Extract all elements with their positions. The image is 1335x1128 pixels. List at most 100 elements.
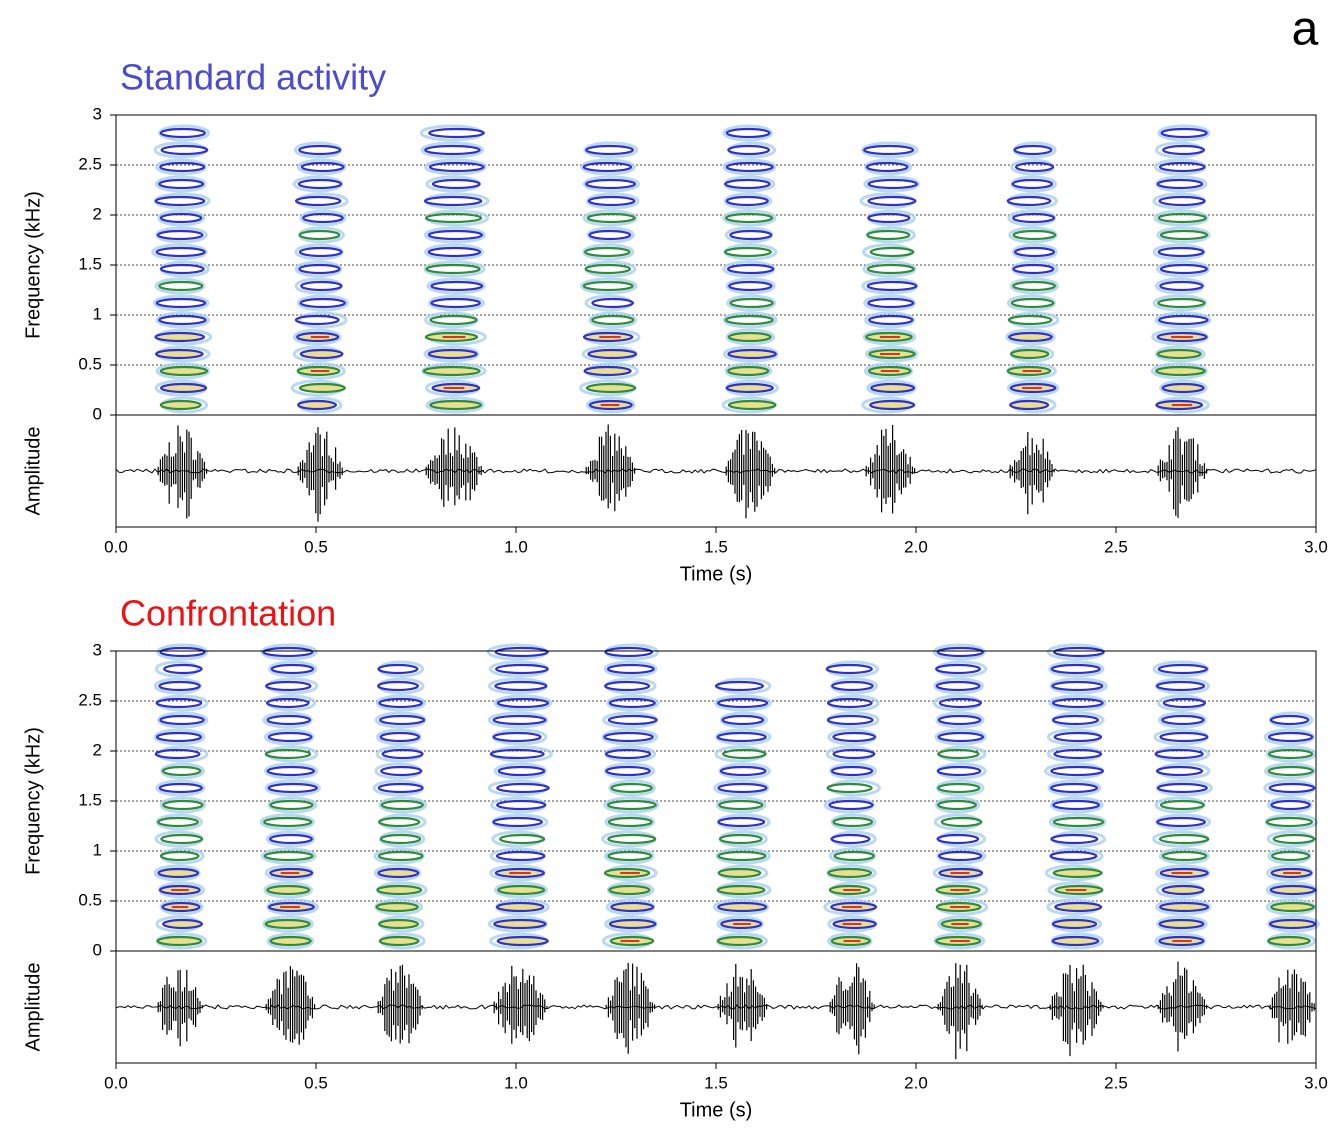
harmonic-halo [1046, 728, 1102, 746]
x-tick-label: 0.0 [104, 537, 128, 556]
harmonic-halo [722, 209, 777, 227]
x-tick-label: 1.0 [504, 1073, 528, 1092]
harmonic-band [158, 782, 203, 794]
harmonic-band [159, 850, 200, 862]
harmonic-band [604, 646, 654, 658]
harmonic-band [869, 399, 916, 411]
harmonic-halo [714, 745, 765, 763]
syllable [1043, 643, 1108, 950]
harmonic-band [497, 765, 546, 777]
harmonic-halo [426, 277, 486, 295]
harmonic-band [717, 867, 762, 879]
harmonic-halo [1267, 796, 1313, 814]
waveform-baseline [115, 467, 1317, 474]
harmonic-halo [1150, 362, 1208, 380]
syllable [1152, 660, 1213, 950]
harmonic-halo [1005, 328, 1056, 346]
harmonic-band [1052, 816, 1105, 828]
harmonic-halo [159, 796, 207, 814]
harmonic-band [298, 246, 343, 258]
harmonic-band [717, 816, 766, 828]
waveform-burst [1157, 961, 1208, 1052]
y-tick-label: 2.5 [78, 154, 102, 173]
waveform-baseline [115, 1004, 1317, 1010]
harmonic-halo [1006, 379, 1060, 397]
harmonic-band [1011, 178, 1054, 190]
syllable [1263, 711, 1320, 950]
harmonic-band [1052, 799, 1101, 811]
harmonic-band [428, 127, 485, 139]
harmonic-band [1050, 833, 1099, 845]
harmonic-band [157, 816, 199, 828]
harmonic-band [1159, 799, 1205, 811]
harmonic-halo [719, 711, 768, 729]
harmonic-band [266, 714, 312, 726]
harmonic-band [1270, 799, 1311, 811]
harmonic-band [1051, 714, 1100, 726]
x-tick-label: 2.0 [904, 537, 928, 556]
harmonic-band [1156, 816, 1206, 828]
harmonic-band [263, 816, 313, 828]
harmonic-band [1159, 731, 1209, 743]
harmonic-band [727, 144, 771, 156]
harmonic-band [425, 263, 481, 275]
harmonic-band [163, 663, 203, 675]
y-tick-label: 1.5 [78, 790, 102, 809]
harmonic-band [936, 833, 980, 845]
harmonic-band [378, 918, 420, 930]
harmonic-band [495, 901, 545, 913]
harmonic-halo [1154, 932, 1207, 950]
harmonic-band [610, 901, 655, 913]
harmonic-band [1012, 263, 1055, 275]
harmonic-band [937, 799, 977, 811]
harmonic-band [607, 850, 653, 862]
syllable [290, 141, 349, 414]
harmonic-band [266, 765, 316, 777]
y-tick-label: 1 [93, 840, 102, 859]
harmonic-halo [152, 294, 210, 312]
harmonic-band [378, 697, 423, 709]
spectrogram-frame [115, 650, 1317, 952]
harmonic-halo [584, 294, 633, 312]
harmonic-band [377, 663, 419, 675]
harmonic-halo [716, 677, 772, 695]
harmonic-band [940, 816, 983, 828]
y-tick-label: 2.5 [78, 690, 102, 709]
x-axis-label: Time (s) [680, 563, 753, 585]
harmonic-halo [712, 898, 770, 916]
harmonic-band [380, 765, 423, 777]
amplitude-label: Amplitude [22, 427, 44, 516]
harmonic-halo [608, 779, 656, 797]
harmonic-band [937, 782, 981, 794]
harmonic-band [724, 314, 774, 326]
harmonic-band [1268, 918, 1317, 930]
harmonic-halo [932, 643, 986, 661]
harmonic-band [1156, 178, 1204, 190]
harmonic-halo [493, 694, 553, 712]
harmonic-halo [154, 175, 207, 193]
waveform-burst [493, 965, 548, 1044]
harmonic-band [1012, 229, 1057, 241]
harmonic-halo [1154, 345, 1206, 363]
harmonic-band [1158, 195, 1206, 207]
harmonic-halo [866, 379, 917, 397]
harmonic-halo [827, 932, 873, 950]
harmonic-band [1007, 314, 1053, 326]
waveform-burst [585, 424, 636, 512]
harmonic-band [427, 246, 482, 258]
syllable [932, 643, 989, 950]
harmonic-halo [486, 643, 548, 661]
harmonic-band [827, 867, 873, 879]
harmonic-halo [726, 294, 777, 312]
harmonic-halo [299, 209, 347, 227]
harmonic-halo [260, 847, 317, 865]
harmonic-halo [265, 830, 316, 848]
harmonic-band [270, 663, 315, 675]
harmonic-band [1157, 212, 1207, 224]
harmonic-halo [297, 311, 348, 329]
harmonic-halo [580, 158, 636, 176]
harmonic-halo [267, 796, 318, 814]
harmonic-band [832, 748, 876, 760]
harmonic-band [935, 680, 981, 692]
